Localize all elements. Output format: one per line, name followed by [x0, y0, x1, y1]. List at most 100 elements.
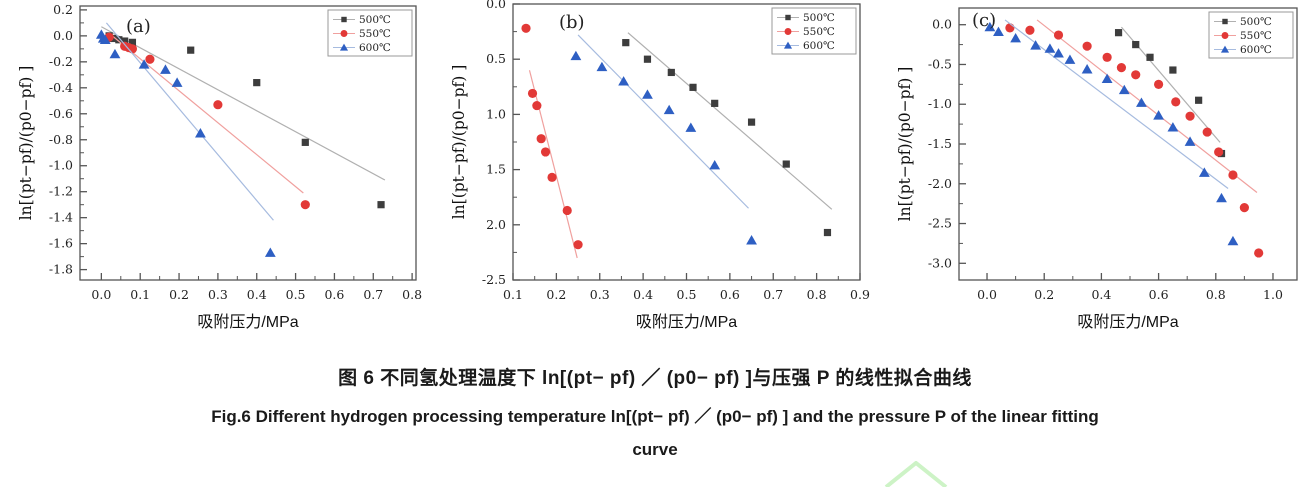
x-tick-label: 0.4 [633, 287, 653, 302]
x-tick-label: 0.4 [247, 287, 267, 302]
data-point [1153, 110, 1164, 120]
caption-english-line2: curve [632, 440, 678, 459]
data-point [570, 50, 582, 61]
series-600℃ [95, 22, 276, 257]
x-tick-label: 0.2 [546, 287, 566, 302]
data-point [109, 48, 121, 59]
y-tick-label: 0.5 [486, 51, 506, 66]
caption-chinese: 图 6 不同氢处理温度下 ln[(pt− pf) ／ (p0− pf) ]与压强… [338, 368, 972, 389]
data-point [1198, 167, 1210, 177]
y-axis-title: ln[(pt−pf)/(p0−pf) ] [450, 65, 468, 220]
x-tick-label: 0.3 [208, 287, 228, 302]
data-point [1171, 97, 1181, 107]
data-point [562, 205, 572, 216]
data-point [536, 134, 546, 144]
x-tick-label: 0.8 [402, 287, 422, 302]
y-tick-label: 2.0 [486, 217, 506, 232]
y-tick-label: -2.5 [482, 272, 506, 287]
plot-frame [79, 5, 417, 281]
y-tick-label: -1.5 [928, 136, 952, 151]
y-tick-label: 0.0 [486, 0, 506, 11]
panel-label: (c) [972, 10, 996, 31]
x-tick-label: 0.3 [590, 287, 610, 302]
y-tick-label: -0.8 [49, 132, 73, 147]
series-550℃ [104, 32, 310, 210]
data-point [121, 37, 129, 45]
x-tick-label: 0.6 [1149, 287, 1169, 302]
panel-c: 0.0 0.2 0.4 0.6 0.8 1.0 0.0 -0.5 -1.0 -1.5 -2.0 -2.… [874, 0, 1310, 356]
data-point [1221, 32, 1229, 39]
data-point [1064, 54, 1076, 64]
charts-row: 0.0 0.1 0.2 0.3 0.4 0.5 0.6 0.7 0.8 0.2 0.0 -0.2 -0.… [17, 0, 1310, 356]
data-point [1114, 29, 1123, 37]
fit-line [105, 22, 274, 221]
series-600℃ [984, 19, 1239, 246]
data-point [1010, 33, 1022, 43]
axes: 0.0 0.1 0.2 0.3 0.4 0.5 0.6 0.7 0.8 0.2 0.0 -0.2 -0.… [49, 2, 422, 302]
y-tick-label: -1.0 [928, 96, 952, 111]
x-tick-label: 0.6 [720, 287, 740, 302]
data-point [823, 228, 832, 237]
data-point [115, 36, 123, 44]
data-point [685, 122, 697, 132]
data-point [1044, 43, 1056, 53]
fit-line [577, 34, 749, 209]
data-point [195, 128, 206, 138]
y-tick-label: -3.0 [928, 255, 952, 270]
fit-line [528, 70, 578, 259]
data-point [300, 200, 310, 210]
data-point [711, 99, 719, 107]
x-axis-title: 吸附压力/MPa [197, 313, 298, 331]
x-axis-title: 吸附压力/MPa [1077, 313, 1178, 331]
series-500℃ [622, 32, 833, 237]
caption-english: Fig.6 Different hydrogen processing temp… [211, 407, 1099, 426]
x-tick-label: 0.9 [850, 287, 870, 302]
data-point [1082, 41, 1092, 51]
y-tick-label: -2.5 [928, 216, 952, 231]
data-point [1227, 235, 1239, 246]
series-550℃ [521, 23, 583, 259]
data-point [1216, 192, 1227, 203]
data-point [99, 34, 111, 44]
x-tick-label: 0.1 [503, 287, 523, 302]
x-tick-label: 0.7 [763, 287, 783, 302]
data-point [540, 147, 551, 157]
chart-b-canvas: 0.1 0.2 0.3 0.4 0.5 0.6 0.7 0.8 0.9 0.0 0.5 1.0 1.5 2… [450, 0, 870, 331]
legend-label: 500℃ [803, 12, 835, 24]
y-axis-title: ln[(pt−pf)/(p0−pf) ] [17, 66, 35, 221]
data-point [1185, 111, 1195, 121]
data-point [187, 46, 195, 54]
y-tick-label: 1.5 [486, 162, 506, 177]
legend-label: 600℃ [803, 40, 835, 52]
x-tick-label: 0.2 [169, 287, 189, 302]
data-point [128, 38, 137, 46]
data-point [747, 118, 756, 126]
legend-label: 600℃ [1240, 44, 1272, 56]
data-point [993, 26, 1004, 37]
data-point [1169, 66, 1177, 74]
data-point [1184, 136, 1196, 146]
fit-line [101, 26, 386, 181]
data-point [784, 28, 792, 35]
y-tick-label: -1.2 [49, 184, 73, 199]
data-point [1005, 23, 1015, 33]
data-point [1025, 25, 1035, 35]
y-tick-label: -1.8 [49, 262, 73, 277]
legend-label: 600℃ [359, 42, 391, 54]
data-point [253, 79, 261, 87]
data-point [145, 54, 155, 64]
data-point [339, 43, 349, 51]
legend: 500℃ 550℃ 600℃ [1208, 11, 1294, 59]
data-point [1081, 64, 1093, 74]
data-point [532, 100, 542, 111]
data-point [1053, 48, 1064, 58]
data-point [643, 55, 652, 63]
data-point [1132, 40, 1140, 49]
legend-label: 550℃ [803, 26, 835, 38]
y-tick-label: -1.4 [49, 210, 73, 225]
data-point [1214, 147, 1224, 157]
series-550℃ [1005, 19, 1264, 258]
legend-label: 500℃ [1240, 16, 1272, 28]
data-point [1239, 203, 1249, 213]
x-tick-label: 0.2 [1034, 287, 1054, 302]
